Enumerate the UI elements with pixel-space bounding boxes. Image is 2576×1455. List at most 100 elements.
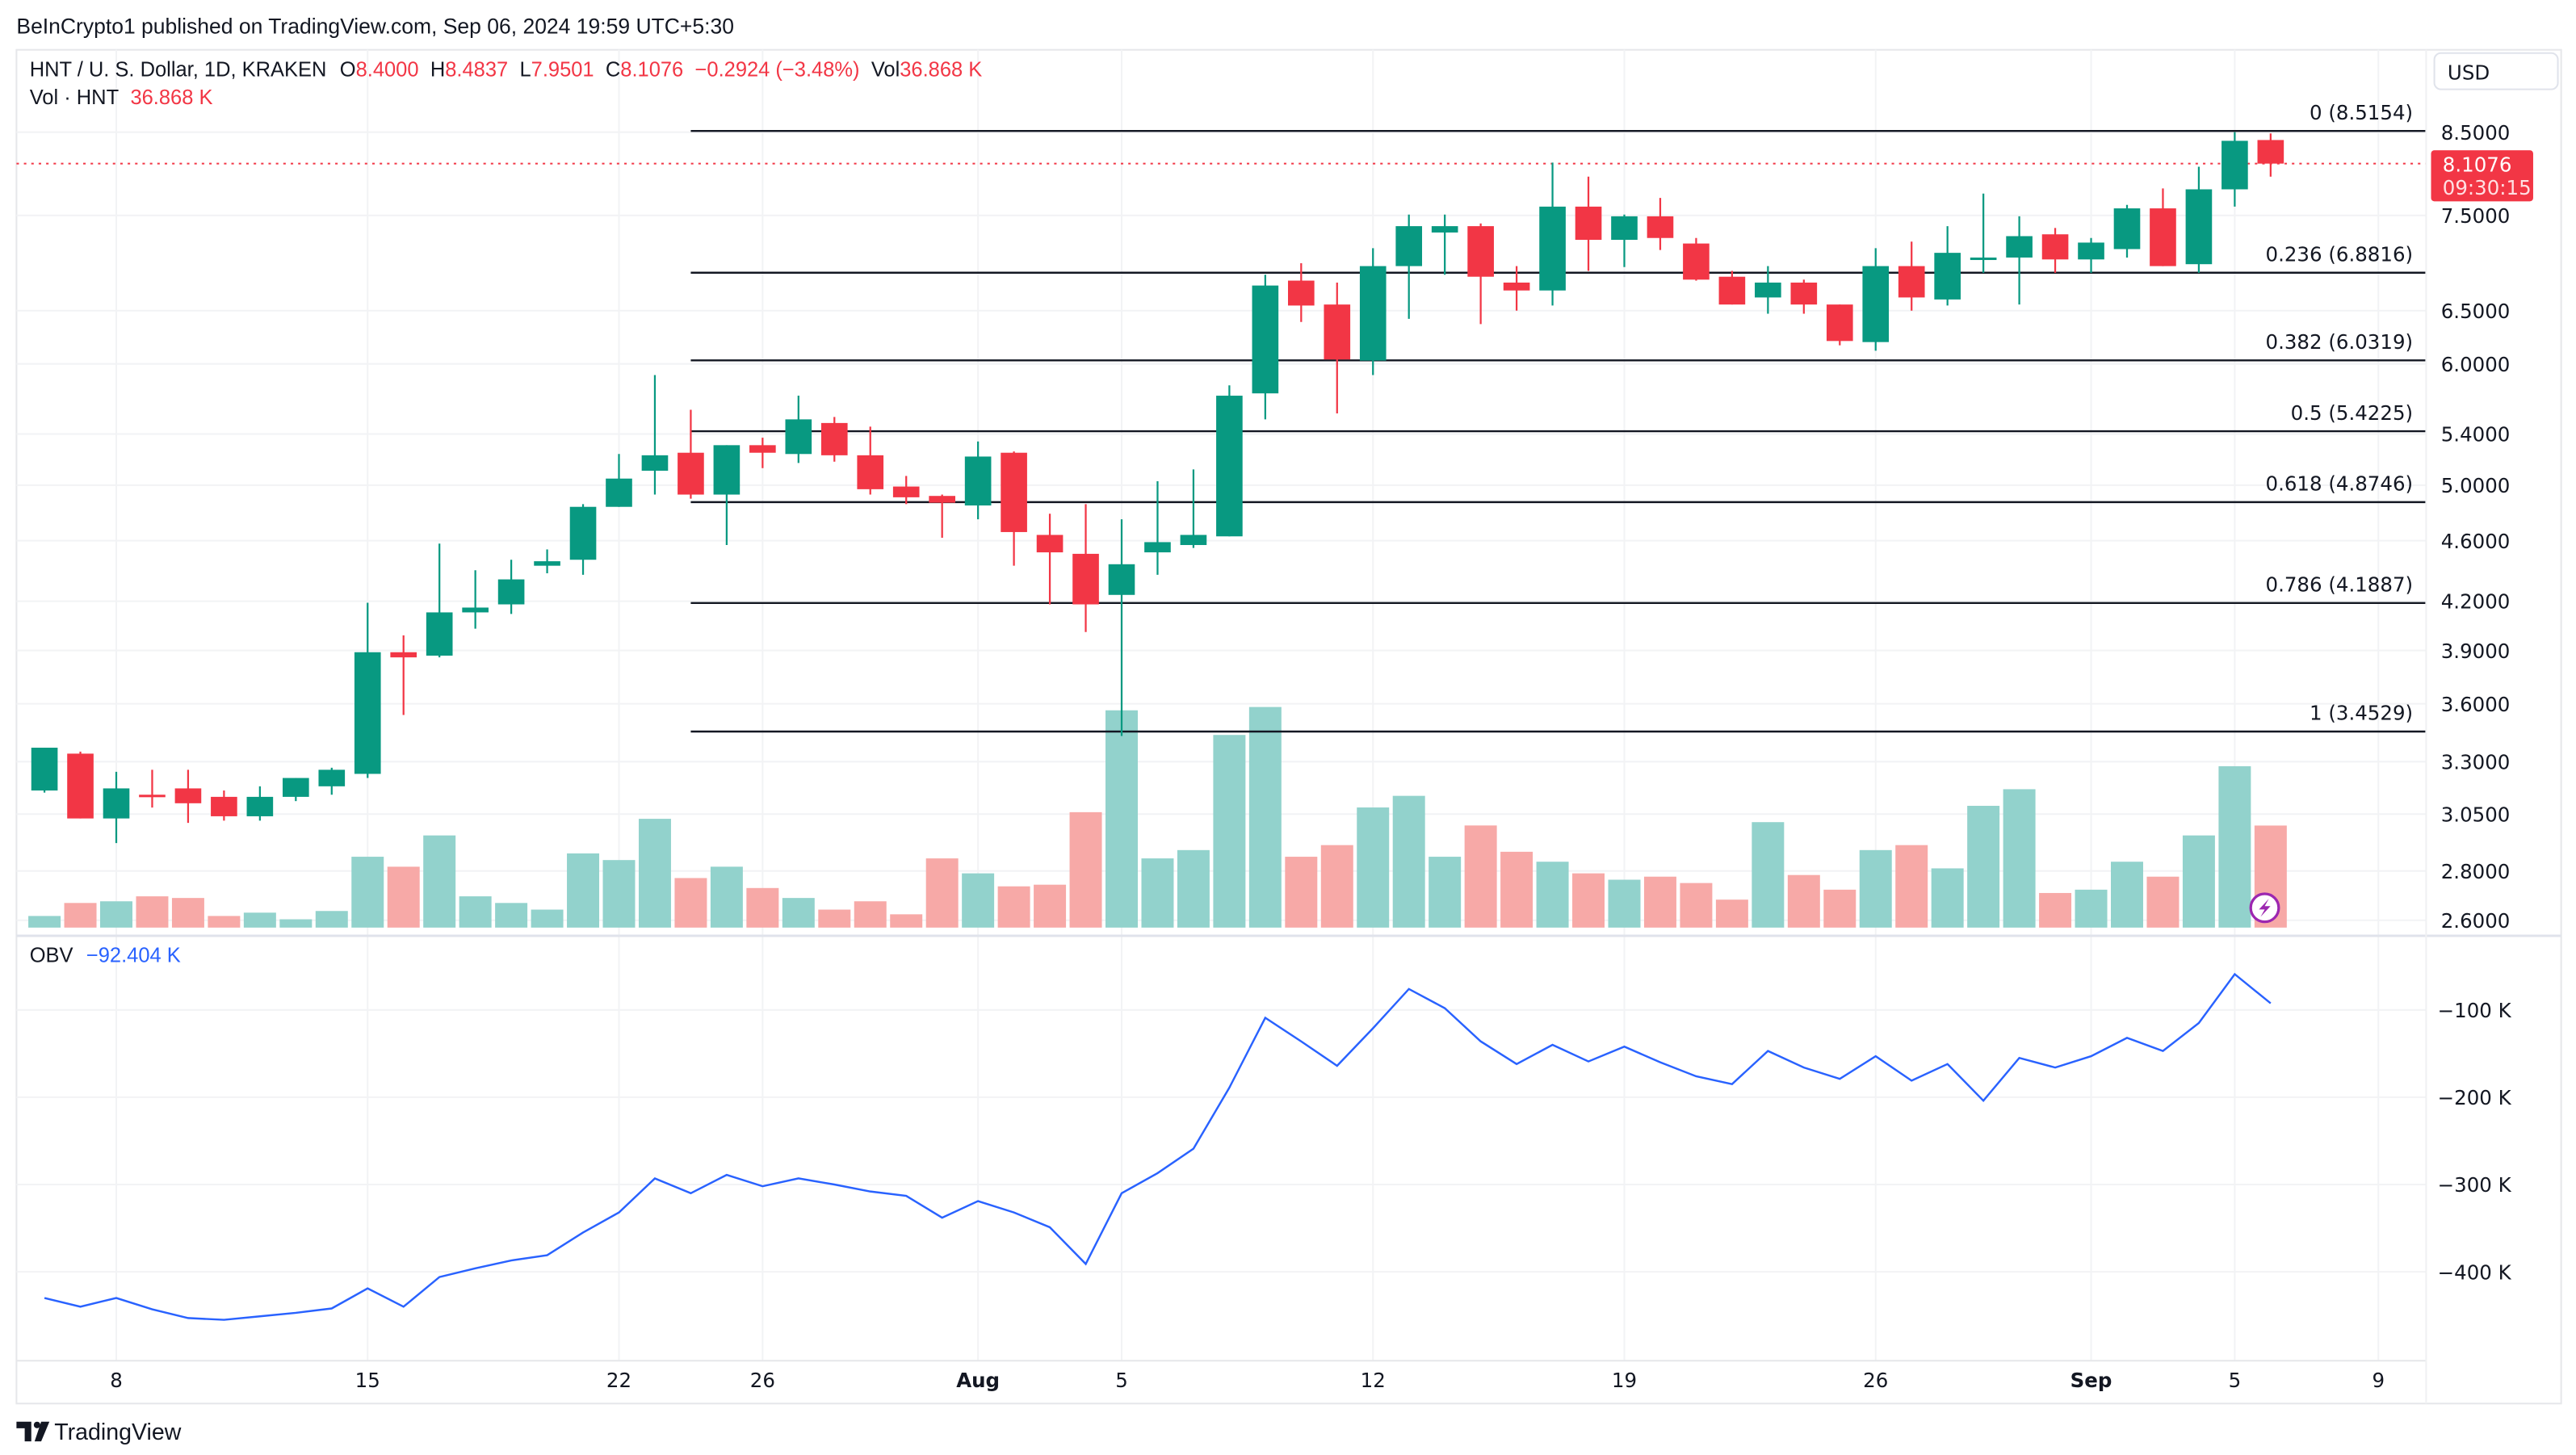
candle-down (1718, 276, 1746, 305)
candle-up (462, 607, 489, 613)
candle-down (1898, 266, 1925, 298)
candle-down (1036, 535, 1064, 553)
candle-up (2006, 236, 2033, 258)
candle-up (785, 419, 812, 455)
volume-bar (1967, 805, 2000, 928)
candle-up (31, 748, 58, 791)
time-tick-label: 19 (1612, 1369, 1637, 1392)
candle-down (1072, 553, 1099, 605)
volume-bar (1859, 849, 1892, 928)
volume-bar (1752, 822, 1785, 928)
candle-down (2150, 208, 2176, 266)
candle-up (1431, 226, 1458, 233)
volume-bar (997, 886, 1030, 928)
candle-up (713, 445, 740, 495)
candle-up (1539, 206, 1566, 291)
price-tick-label: 3.9000 (2441, 639, 2511, 663)
volume-bar (1643, 876, 1676, 928)
volume-bar (818, 909, 851, 928)
candle-down (1683, 243, 1710, 280)
candle-up (1144, 542, 1171, 553)
candle-down (2257, 140, 2284, 164)
volume-bar (1285, 857, 1318, 928)
volume-bar (2218, 765, 2251, 928)
obv-tick-label: −200 K (2438, 1086, 2512, 1109)
volume-bar (315, 911, 348, 928)
candle-down (211, 796, 237, 816)
time-tick-label: 26 (1863, 1369, 1888, 1392)
candle-up (606, 478, 632, 507)
candle-down (67, 753, 94, 819)
fib-level-label: 0.618 (4.8746) (2266, 472, 2414, 496)
obv-pane (44, 972, 2272, 1321)
volume-bar (1248, 707, 1282, 928)
candle-up (354, 652, 381, 774)
candle-up (1216, 396, 1243, 537)
last-price-label: 8.1076 09:30:15 (2431, 150, 2533, 202)
candle-down (1790, 282, 1818, 305)
candle-up (569, 506, 597, 560)
lightning-icon[interactable] (2249, 892, 2280, 924)
fib-level-label: 0.236 (6.8816) (2266, 242, 2414, 266)
volume-bar (710, 866, 743, 928)
candle-down (1826, 304, 1853, 342)
volume-bar (962, 873, 995, 928)
currency-button[interactable]: USD (2433, 52, 2559, 90)
candle-down (1503, 282, 1530, 291)
time-tick-label: 8 (110, 1369, 123, 1392)
countdown-timer: 09:30:15 (2443, 176, 2532, 199)
volume-bar (136, 896, 169, 928)
volume-bar (1572, 873, 1605, 928)
obv-tick-label: −100 K (2438, 999, 2512, 1022)
volume-bar (208, 916, 241, 928)
volume-bar (1320, 845, 1353, 928)
candle-up (1611, 216, 1638, 241)
volume-bar (2003, 789, 2036, 928)
candle-up (318, 769, 346, 786)
volume-bar (602, 860, 636, 928)
axes: 8.5000 7.5000 6.5000 6.0000 5.4000 5.0000 4.60… (110, 121, 2511, 1392)
price-tick-label: 4.2000 (2441, 590, 2511, 614)
candle-up (497, 579, 525, 605)
volume-bar (1823, 889, 1856, 928)
candle-down (857, 455, 884, 489)
fib-retracement[interactable]: 0 (8.5154) 0.236 (6.8816) 0.382 (6.0319) 0.… (16, 101, 2427, 733)
fib-level-label: 1 (3.4529) (2310, 702, 2413, 725)
candle-down (1001, 452, 1027, 532)
candle-down (2041, 234, 2069, 260)
candle-up (641, 455, 669, 471)
volume-bar (2146, 876, 2180, 928)
price-tick-label: 6.0000 (2441, 353, 2511, 376)
candle-down (174, 788, 202, 803)
volume-bar (2075, 889, 2108, 928)
obv-legend[interactable]: OBV −92.404 K (30, 945, 181, 967)
candle-down (892, 486, 920, 497)
volume-bar (1105, 710, 1138, 928)
volume-bar (1715, 899, 1748, 928)
obv-tick-label: −400 K (2438, 1260, 2512, 1284)
candle-up (1180, 535, 1207, 546)
volume-bar (890, 914, 923, 928)
volume-bar (28, 916, 61, 928)
volume-bar (2111, 862, 2143, 928)
candle-up (1970, 257, 1997, 261)
candle-down (1467, 226, 1494, 277)
candle-up (1862, 266, 1890, 342)
price-tick-label: 5.0000 (2441, 474, 2511, 497)
time-tick-label: 5 (2229, 1369, 2242, 1392)
tradingview-logo[interactable]: TradingView (16, 1419, 182, 1445)
volume-bar (567, 853, 600, 928)
volume-bar (1680, 883, 1713, 928)
candle-down (678, 452, 704, 495)
volume-bar (1536, 862, 1569, 928)
volume-bar (1392, 795, 1425, 928)
volume-bar (782, 898, 815, 928)
time-tick-label: 15 (355, 1369, 380, 1392)
candle-down (1647, 216, 1674, 238)
time-tick-label: 22 (606, 1369, 631, 1392)
volume-legend[interactable]: Vol · HNT 36.868 K (30, 86, 213, 109)
candle-down (929, 496, 955, 503)
volume-bar (100, 901, 132, 928)
candle-down (1324, 304, 1351, 360)
volume-bar (1500, 851, 1533, 928)
